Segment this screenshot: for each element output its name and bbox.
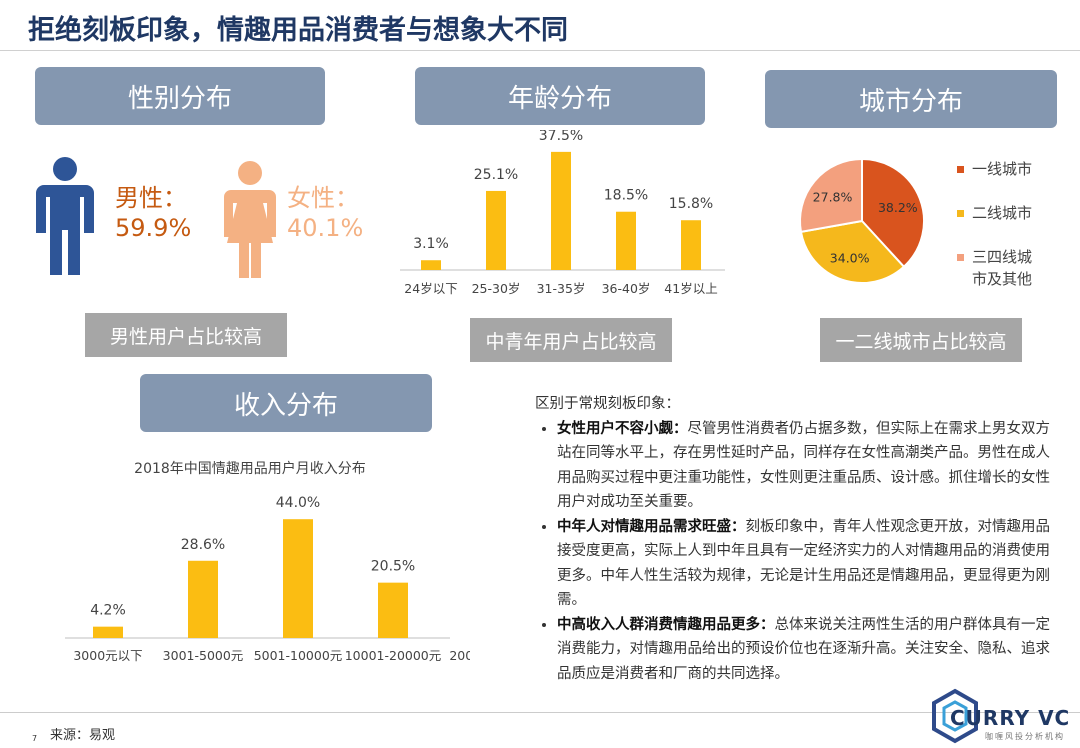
- x-tick-label: 24岁以下: [404, 281, 457, 296]
- note-lead: 中年人对情趣用品需求旺盛：: [557, 518, 746, 535]
- x-tick-label: 41岁以上: [664, 281, 717, 296]
- value-label: 34.0%: [830, 250, 870, 265]
- note-text: 尽管男性消费者仍占据多数，但实际上在需求上男女双方站在同等水平上，存在男性延时产…: [557, 420, 1050, 511]
- x-tick-label: 3001-5000元: [163, 648, 244, 663]
- note-lead: 中高收入人群消费情趣用品更多：: [557, 616, 775, 633]
- section-header: 收入分布: [140, 374, 432, 432]
- pie-slice: [861, 157, 925, 269]
- pie-slice: [799, 157, 863, 234]
- x-tick-label: 31-35岁: [537, 281, 586, 296]
- bar: [378, 582, 408, 638]
- legend-swatch: [957, 166, 964, 173]
- conclusion: 男性用户占比较高: [85, 313, 287, 357]
- bar: [551, 151, 571, 270]
- note-text: 总体来说关注两性生活的用户群体具有一定消费能力，对情趣用品给出的预设价位也在逐渐…: [557, 616, 1050, 682]
- conclusion: 中青年用户占比较高: [470, 318, 672, 362]
- bar: [681, 220, 701, 270]
- female-label: 女性：: [287, 184, 359, 212]
- divider: [0, 712, 1080, 713]
- value-label: 38.2%: [878, 200, 918, 215]
- value-label: 18.5%: [604, 188, 648, 204]
- notes-list: 女性用户不容小觑：尽管男性消费者仍占据多数，但实际上在需求上男女双方站在同等水平…: [535, 417, 1060, 687]
- legend-item: 二线城市: [955, 202, 1045, 224]
- section-header: 城市分布: [765, 70, 1057, 128]
- value-label: 15.8%: [669, 196, 713, 212]
- income-chart: 2018年中国情趣用品用户月收入分布 4.2% 3000元以下 28.6% 3001-5…: [65, 460, 470, 663]
- legend-swatch: [957, 254, 964, 261]
- legend-item: 一线城市: [955, 158, 1045, 180]
- section-header: 性别分布: [35, 67, 325, 125]
- bar: [421, 260, 441, 270]
- note-item: 中年人对情趣用品需求旺盛：刻板印象中，青年人性观念更开放，对情趣用品接受度更高，…: [557, 515, 1060, 613]
- x-tick-label: 3000元以下: [73, 648, 142, 663]
- male-label: 男性：: [115, 184, 187, 212]
- female-value: 40.1%: [287, 214, 364, 242]
- note-item: 女性用户不容小觑：尽管男性消费者仍占据多数，但实际上在需求上男女双方站在同等水平…: [557, 417, 1060, 515]
- value-label: 20.5%: [371, 559, 415, 575]
- x-tick-label: 25-30岁: [472, 281, 521, 296]
- notes: 区别于常规刻板印象： 女性用户不容小觑：尽管男性消费者仍占据多数，但实际上在需求…: [535, 392, 1060, 686]
- value-label: 27.8%: [813, 189, 853, 204]
- x-tick-label: 5001-10000元: [254, 648, 343, 663]
- legend-item: 三四线城市及其他: [955, 246, 1045, 290]
- male-icon: [36, 157, 94, 275]
- divider: [0, 50, 1080, 51]
- legend-label: 三四线城市及其他: [972, 248, 1033, 288]
- x-tick-label: 10001-20000元: [345, 648, 442, 663]
- legend-label: 二线城市: [972, 204, 1033, 222]
- x-tick-label: 20000元以上: [449, 648, 470, 663]
- conclusion: 一二线城市占比较高: [820, 318, 1022, 362]
- bar: [283, 519, 313, 638]
- male-share: 男性： 59.9%: [115, 183, 191, 243]
- value-label: 44.0%: [276, 495, 320, 511]
- source: 来源：易观: [50, 728, 116, 743]
- bar: [616, 211, 636, 270]
- slide-title: 拒绝刻板印象，情趣用品消费者与想象大不同: [28, 15, 568, 46]
- value-label: 3.1%: [413, 236, 449, 252]
- city-pie: 38.2% 34.0% 27.8%: [799, 157, 925, 284]
- bar: [188, 560, 218, 638]
- female-share: 女性： 40.1%: [287, 183, 363, 243]
- note-text: 刻板印象中，青年人性观念更开放，对情趣用品接受度更高，实际上人到中年且具有一定经…: [557, 518, 1050, 609]
- legend-swatch: [957, 210, 964, 217]
- logo: CURRY VC: [950, 706, 1071, 730]
- value-label: 37.5%: [539, 130, 583, 144]
- pie-slice: [799, 219, 906, 284]
- male-value: 59.9%: [115, 214, 192, 242]
- x-tick-label: 36-40岁: [602, 281, 651, 296]
- logo-subtitle: 咖喱风投分析机构: [985, 732, 1065, 741]
- bar: [93, 626, 123, 638]
- age-chart: 3.1% 24岁以下 25.1% 25-30岁 37.5% 31-35岁 18.5% 36-4…: [400, 130, 725, 296]
- value-label: 28.6%: [181, 537, 225, 553]
- note-item: 中高收入人群消费情趣用品更多：总体来说关注两性生活的用户群体具有一定消费能力，对…: [557, 613, 1060, 687]
- notes-intro: 区别于常规刻板印象：: [535, 396, 680, 412]
- page-number: 7: [32, 734, 38, 743]
- bar: [486, 190, 506, 270]
- female-icon: [224, 161, 276, 278]
- value-label: 4.2%: [90, 603, 126, 619]
- note-lead: 女性用户不容小觑：: [557, 420, 688, 437]
- logo-mark: [932, 688, 978, 744]
- section-header: 年龄分布: [415, 67, 705, 125]
- legend: 一线城市二线城市三四线城市及其他: [955, 158, 1045, 312]
- value-label: 25.1%: [474, 167, 518, 183]
- legend-label: 一线城市: [972, 160, 1033, 178]
- chart-title: 2018年中国情趣用品用户月收入分布: [134, 460, 366, 477]
